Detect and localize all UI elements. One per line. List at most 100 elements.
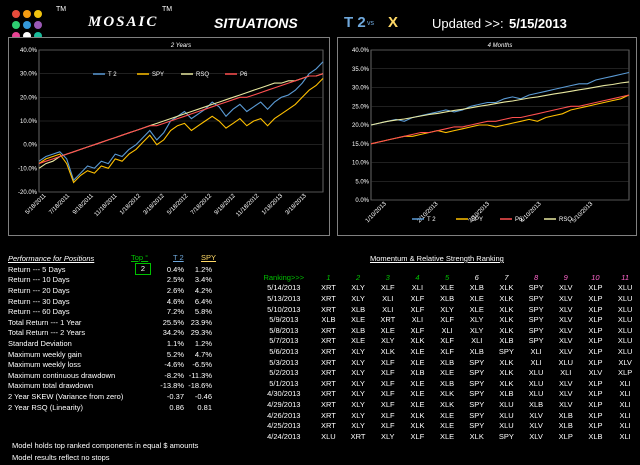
- ranking-cell: XLP: [588, 399, 603, 409]
- ranking-cell: XLP: [588, 283, 603, 293]
- note-2: Model results reflect no stops: [12, 453, 110, 462]
- perf-row-spy: -18.6%: [188, 381, 212, 391]
- ranking-cell: XLP: [588, 389, 603, 399]
- x-tick-label: 7/18/2012: [190, 193, 214, 217]
- ranking-cell: XLU: [528, 389, 544, 399]
- ranking-cell: XLI: [619, 399, 631, 409]
- ranking-cell: SPY: [469, 410, 485, 420]
- legend-label: SPY: [152, 72, 164, 78]
- ranking-cell: XLP: [588, 421, 603, 431]
- ranking-cell: XRT: [320, 304, 336, 314]
- top-input[interactable]: 2: [135, 263, 151, 275]
- logo-dot: [34, 21, 42, 29]
- ranking-cell: XLV: [558, 315, 573, 325]
- legend-label: SPY: [471, 217, 483, 223]
- chart-4-months: 4 Months 40.0% 35.0% 30.0% 25.0% 20.0% 15.0% 10…: [337, 37, 637, 236]
- trademark-2: TM: [162, 6, 173, 13]
- ranking-cell: SPY: [469, 399, 485, 409]
- ranking-row-date: 5/10/2013: [267, 304, 301, 314]
- ranking-cell: XLP: [588, 325, 603, 335]
- ranking-col-header: 5: [444, 272, 450, 282]
- perf-row: Return --- 5 Days 0.4% 1.2%: [8, 264, 212, 275]
- x-tick-label: 1/10/2013: [365, 201, 389, 225]
- ranking-cell: XLV: [529, 431, 543, 441]
- ranking-row: 5/10/2013 XRT XLB XLI XLF XLY XLE XLK SPY XLV XLP X…: [254, 304, 640, 315]
- ranking-cell: XLP: [588, 304, 603, 314]
- ranking-cell: XRT: [380, 315, 396, 325]
- ranking-cell: SPY: [528, 283, 544, 293]
- ranking-cell: XLI: [471, 336, 483, 346]
- ranking-col-header: 10: [591, 272, 600, 282]
- perf-row-spy: -11.3%: [188, 370, 212, 380]
- ranking-cell: XLK: [439, 399, 455, 409]
- y-tick-label: 25.0%: [352, 104, 370, 110]
- ranking-title: Momentum & Relative Strength Ranking: [370, 254, 504, 263]
- y-tick-label: 35.0%: [352, 67, 370, 73]
- y-tick-label: 0.0%: [355, 198, 369, 204]
- logo-dot: [12, 10, 20, 18]
- ranking-row-date: 5/1/2013: [269, 378, 299, 388]
- ranking-cell: XLU: [617, 346, 633, 356]
- ranking-cell: XLY: [351, 368, 365, 378]
- x-tick-label: 5/10/2013: [571, 201, 595, 225]
- ranking-col-header: 4: [415, 272, 420, 282]
- col-spy-header: SPY: [201, 253, 217, 262]
- perf-row: Return --- 10 Days 2.5% 3.4%: [8, 275, 212, 286]
- ranking-cell: XLE: [469, 293, 484, 303]
- ranking-cell: XLV: [588, 368, 603, 378]
- perf-row: Standard Deviation 1.1% 1.2%: [8, 338, 212, 349]
- ranking-cell: XLU: [617, 304, 633, 314]
- perf-row-spy: 1.2%: [194, 264, 212, 274]
- perf-row: Maximum total drawdown -13.8% -18.6%: [8, 381, 212, 392]
- x-tick-label: 3/18/2012: [143, 193, 167, 217]
- ranking-cell: XLY: [351, 410, 365, 420]
- ranking-cell: XLI: [411, 315, 424, 325]
- ranking-cell: XLV: [558, 304, 573, 314]
- ranking-cell: XLU: [528, 378, 544, 388]
- ranking-cell: XLK: [410, 336, 425, 346]
- ranking-col-header: 11: [621, 272, 630, 282]
- header-t2: T 2: [344, 14, 366, 31]
- perf-row-t2: 2.6%: [166, 285, 184, 295]
- ranking-col-header: 3: [385, 272, 390, 282]
- ranking-row: 4/30/2013 XRT XLY XLF XLE XLK SPY XLB XLU XLV XLP X…: [254, 389, 640, 400]
- ranking-cell: XLU: [617, 293, 633, 303]
- ranking-cell: XLE: [469, 304, 484, 314]
- ranking-row-date: 4/26/2013: [267, 410, 301, 420]
- ranking-cell: XLB: [499, 389, 514, 399]
- logo-dot: [23, 10, 31, 18]
- ranking-cell: SPY: [528, 315, 544, 325]
- perf-row-label: Return --- 20 Days: [8, 285, 70, 295]
- ranking-cell: XLY: [351, 293, 365, 303]
- ranking-cell: XRT: [320, 283, 336, 293]
- ranking-cell: XLI: [619, 431, 631, 441]
- ranking-cell: XLE: [439, 431, 455, 441]
- ranking-cell: XLE: [410, 399, 425, 409]
- ranking-cell: XLE: [410, 357, 425, 367]
- ranking-cell: XLY: [351, 399, 365, 409]
- ranking-cell: XLK: [380, 346, 395, 356]
- perf-row: Return --- 60 Days 7.2% 5.8%: [8, 306, 212, 317]
- logo-dot: [23, 32, 31, 40]
- ranking-cell: XLK: [499, 368, 514, 378]
- ranking-cell: XLP: [588, 315, 603, 325]
- ranking-row-date: 5/7/2013: [269, 336, 299, 346]
- ranking-row-date: 4/29/2013: [267, 399, 301, 409]
- trademark-1: TM: [56, 6, 67, 13]
- ranking-cell: XLP: [588, 357, 603, 367]
- ranking-cell: XLV: [558, 378, 573, 388]
- ranking-cell: XLE: [350, 336, 366, 346]
- legend-label: P6: [240, 72, 248, 78]
- header-vs: vs: [367, 20, 374, 27]
- ranking-cell: XLF: [380, 421, 395, 431]
- ranking-cell: SPY: [469, 389, 485, 399]
- ranking-row: 4/29/2013 XRT XLY XLF XLE XLK SPY XLU XLB XLV XLP X…: [254, 399, 640, 410]
- ranking-cell: XLF: [380, 368, 395, 378]
- ranking-cell: XLK: [499, 357, 514, 367]
- ranking-cell: XLE: [410, 346, 425, 356]
- ranking-cell: XLU: [617, 283, 633, 293]
- series-line-t2: [38, 61, 324, 182]
- legend-label: T 2: [108, 72, 117, 78]
- x-tick-label: 11/18/2012: [235, 193, 261, 219]
- perf-row: 2 Year RSQ (Linearity) 0.86 0.81: [8, 402, 212, 413]
